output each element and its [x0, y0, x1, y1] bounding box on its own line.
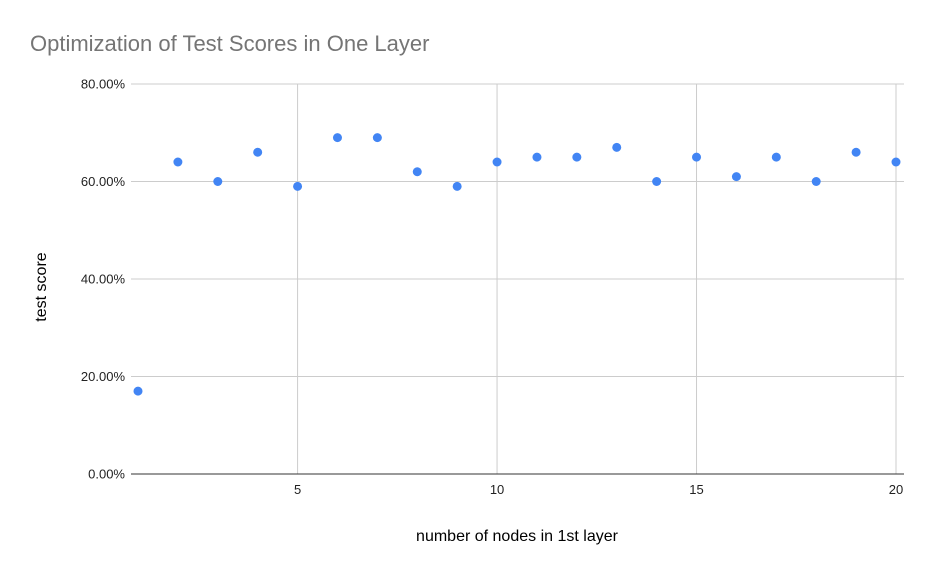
data-point [771, 152, 781, 162]
data-point [492, 157, 502, 167]
data-point [891, 157, 901, 167]
data-point [372, 133, 382, 143]
tick-labels: 0.00% 20.00% 40.00% 60.00% 80.00% 5 10 15 20 [81, 77, 903, 498]
data-point [293, 181, 303, 191]
data-point [731, 172, 741, 182]
data-point [253, 147, 263, 157]
data-point [692, 152, 702, 162]
data-point [811, 177, 821, 186]
data-point [532, 152, 542, 162]
data-point [612, 142, 622, 152]
data-point [133, 386, 143, 396]
data-point [452, 181, 462, 191]
y-tick-label: 40.00% [81, 272, 126, 287]
data-point [173, 157, 183, 167]
grid-lines [131, 83, 904, 474]
x-axis-label: number of nodes in 1st layer [416, 528, 619, 545]
y-tick-label: 80.00% [81, 77, 126, 92]
data-point [572, 152, 582, 162]
x-tick-label: 15 [689, 482, 703, 497]
x-tick-label: 5 [294, 482, 301, 497]
data-point [332, 133, 342, 143]
y-axis-label: test score [33, 252, 50, 321]
y-tick-label: 0.00% [88, 467, 125, 482]
data-point [652, 177, 662, 186]
x-tick-label: 10 [490, 482, 504, 497]
data-points [133, 133, 901, 396]
x-tick-label: 20 [889, 482, 903, 497]
data-point [851, 147, 861, 157]
y-tick-label: 20.00% [81, 369, 126, 384]
data-point [213, 177, 223, 186]
chart-title: Optimization of Test Scores in One Layer [30, 31, 429, 56]
y-tick-label: 60.00% [81, 174, 126, 189]
data-point [412, 167, 422, 177]
